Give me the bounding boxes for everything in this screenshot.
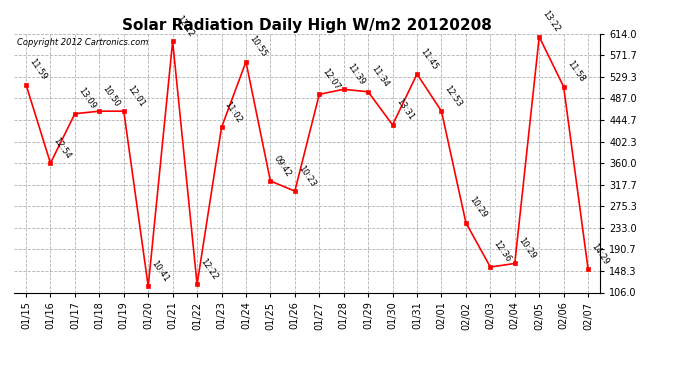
Text: 11:58: 11:58 bbox=[565, 59, 586, 84]
Title: Solar Radiation Daily High W/m2 20120208: Solar Radiation Daily High W/m2 20120208 bbox=[122, 18, 492, 33]
Text: 12:22: 12:22 bbox=[199, 257, 219, 282]
Text: 10:23: 10:23 bbox=[296, 164, 317, 188]
Text: 12:12: 12:12 bbox=[174, 14, 195, 39]
Text: 11:02: 11:02 bbox=[223, 100, 244, 125]
Text: 10:50: 10:50 bbox=[101, 84, 121, 108]
Text: 09:42: 09:42 bbox=[272, 153, 293, 178]
Text: 11:45: 11:45 bbox=[418, 46, 440, 71]
Text: 12:36: 12:36 bbox=[492, 239, 513, 264]
Text: 14:29: 14:29 bbox=[589, 242, 611, 266]
Text: 12:54: 12:54 bbox=[52, 136, 73, 160]
Text: 10:29: 10:29 bbox=[516, 236, 537, 261]
Text: 12:07: 12:07 bbox=[321, 67, 342, 92]
Text: Copyright 2012 Cartronics.com: Copyright 2012 Cartronics.com bbox=[17, 38, 148, 46]
Text: 13:22: 13:22 bbox=[540, 9, 562, 34]
Text: 11:39: 11:39 bbox=[345, 62, 366, 87]
Text: 10:41: 10:41 bbox=[150, 259, 170, 284]
Text: 13:09: 13:09 bbox=[77, 86, 97, 111]
Text: 10:55: 10:55 bbox=[247, 34, 268, 59]
Text: 12:01: 12:01 bbox=[125, 84, 146, 108]
Text: 11:59: 11:59 bbox=[28, 57, 48, 82]
Text: 13:31: 13:31 bbox=[394, 98, 415, 122]
Text: 10:29: 10:29 bbox=[467, 195, 489, 220]
Text: 12:53: 12:53 bbox=[443, 84, 464, 108]
Text: 11:34: 11:34 bbox=[370, 64, 391, 89]
